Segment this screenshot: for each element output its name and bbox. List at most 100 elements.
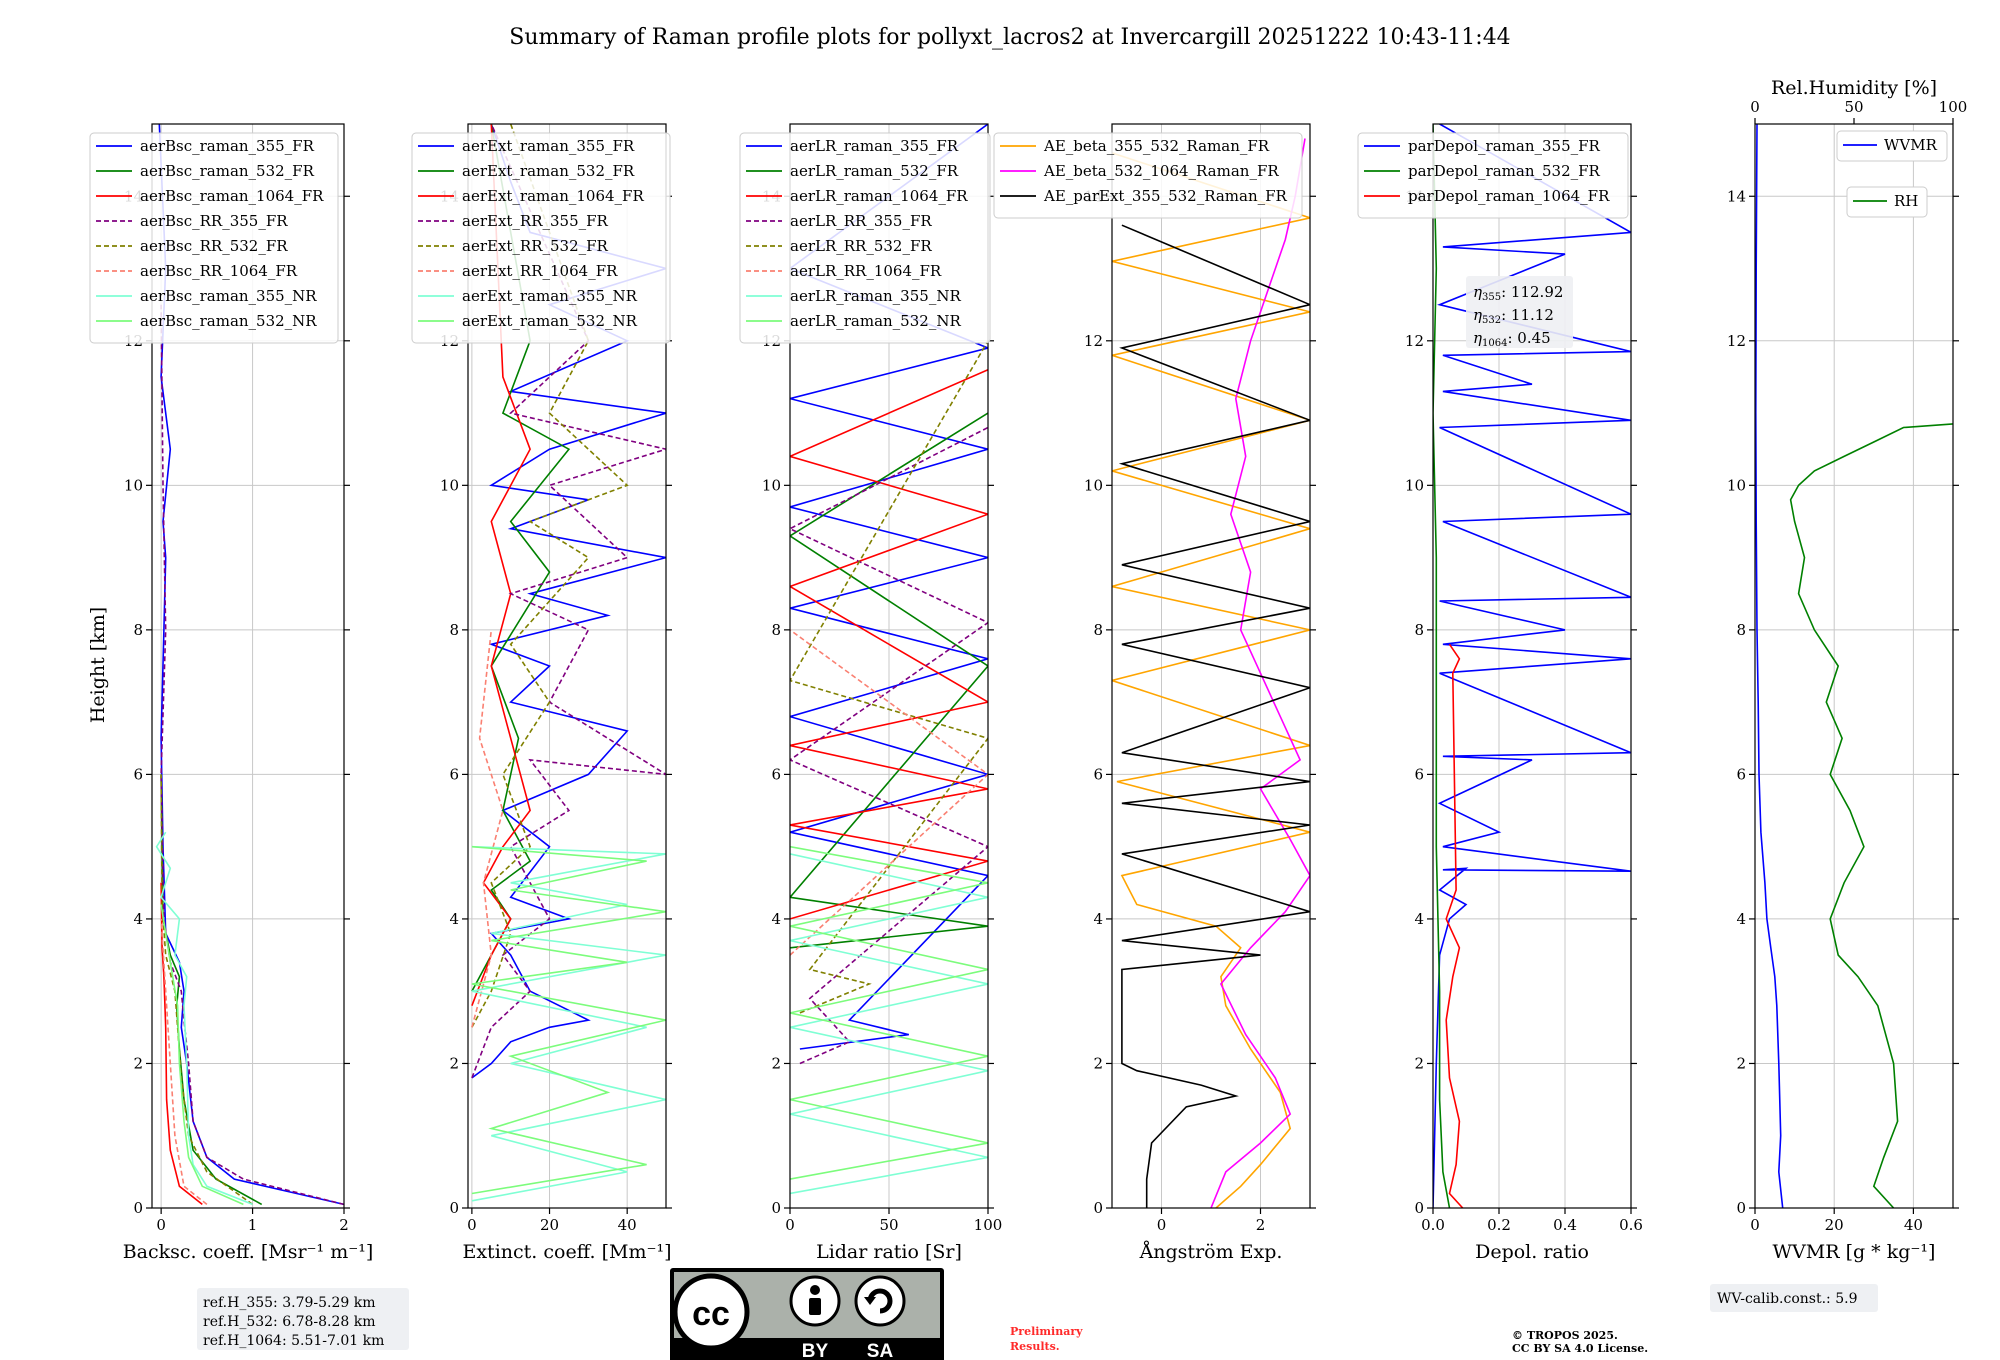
axes-frame (1111, 123, 1311, 1209)
series-line-aerExt_RR_532_FR (471, 124, 629, 1028)
legend: AE_beta_355_532_Raman_FR AE_beta_532_1064… (993, 132, 1303, 219)
legend-label: aerExt_raman_1064_FR (462, 187, 644, 205)
y-tick-label: 0 (449, 1199, 459, 1217)
wv-calib-box: WV-calib.const.: 5.9 (1710, 1284, 1878, 1312)
x-tick-label: 0.4 (1553, 1216, 1577, 1234)
legend-label: parDepol_raman_1064_FR (1408, 187, 1610, 205)
top-x-axis-label: Rel.Humidity [%] (1771, 77, 1937, 99)
by-label: BY (802, 1341, 829, 1360)
legend: aerLR_raman_355_FR aerLR_raman_532_FR aerL… (739, 132, 991, 344)
series-group (155, 124, 344, 1206)
series-line-aerExt_RR_355_FR (471, 124, 666, 1079)
y-tick-label: 2 (771, 1054, 781, 1072)
panel-bsc: 02468101214012Backsc. coeff. [Msr⁻¹ m⁻¹]… (89, 123, 374, 1263)
series-line-aerLR_raman_355_FR (790, 124, 988, 1050)
sa-label: SA (867, 1341, 894, 1360)
legend-label: aerBsc_raman_532_FR (140, 162, 315, 180)
legend-label: parDepol_raman_532_FR (1408, 162, 1601, 180)
legend-label: aerLR_RR_532_FR (790, 237, 932, 255)
x-tick-label: 20 (540, 1216, 559, 1234)
legend: aerExt_raman_355_FR aerExt_raman_532_FRae… (411, 132, 671, 344)
y-tick-label: 6 (449, 765, 459, 783)
y-tick-label: 2 (1414, 1054, 1424, 1072)
wv-calib-text: WV-calib.const.: 5.9 (1717, 1291, 1857, 1307)
x-axis-label: Backsc. coeff. [Msr⁻¹ m⁻¹] (123, 1241, 374, 1263)
y-tick-label: 8 (1414, 621, 1424, 639)
y-tick-label: 8 (1093, 621, 1103, 639)
x-tick-label: 1 (248, 1216, 258, 1234)
y-tick-label: 10 (762, 476, 781, 494)
x-tick-label: 0.0 (1421, 1216, 1445, 1234)
legend-label: aerExt_raman_532_FR (462, 162, 635, 180)
legend-label: aerExt_RR_532_FR (462, 237, 609, 255)
cc-icon (672, 1273, 750, 1351)
y-tick-label: 2 (449, 1054, 459, 1072)
y-tick-label: 6 (771, 765, 781, 783)
series-group (790, 124, 988, 1195)
series-line-AE_beta_532_1064_Raman_FR (1210, 138, 1310, 1208)
cc-text: cc (692, 1295, 730, 1333)
ref-height-box: ref.H_355: 3.79-5.29 km ref.H_532: 6.78-… (197, 1288, 409, 1350)
series-line-parDepol_raman_1064_FR (1445, 643, 1464, 1208)
x-axis-label: Lidar ratio [Sr] (816, 1241, 962, 1263)
axes-frame (151, 123, 345, 1209)
top-x-tick-label: 0 (1750, 98, 1760, 116)
series-line-aerBsc_raman_1064_FR (160, 882, 203, 1206)
y-tick-label: 4 (1414, 910, 1424, 928)
y-tick-label: 6 (1414, 765, 1424, 783)
legend-label: RH (1894, 192, 1918, 210)
legend-label: aerExt_raman_355_NR (462, 287, 638, 305)
y-tick-label: 8 (771, 621, 781, 639)
eta-value-355: η355: 112.92 (1473, 283, 1563, 303)
legend-label: aerBsc_raman_355_FR (140, 137, 315, 155)
y-tick-label: 4 (133, 910, 143, 928)
legend-label: aerLR_raman_532_NR (790, 312, 961, 330)
panel-ae: 0246810121402Ångström Exp.AE_beta_355_53… (993, 123, 1316, 1263)
ref-height-532: ref.H_532: 6.78-8.28 km (203, 1314, 376, 1330)
series-group (1755, 124, 1953, 1208)
legend-label: WVMR (1884, 136, 1938, 154)
series-line-RH (1789, 423, 1953, 1208)
legend-label: parDepol_raman_355_FR (1408, 137, 1601, 155)
series-line-aerBsc_raman_532_NR (160, 904, 244, 1206)
x-tick-label: 40 (1904, 1216, 1923, 1234)
y-tick-label: 10 (124, 476, 143, 494)
series-line-aerBsc_RR_355_FR (160, 304, 344, 1206)
x-tick-label: 100 (974, 1216, 1003, 1234)
legend-label: aerLR_RR_355_FR (790, 212, 932, 230)
series-group (1112, 138, 1310, 1208)
y-tick-label: 12 (1084, 332, 1103, 350)
y-tick-label: 10 (1405, 476, 1424, 494)
series-line-aerExt_raman_355_FR (471, 124, 666, 1079)
eta-value-1064: η1064: 0.45 (1473, 329, 1551, 349)
x-tick-label: 0 (785, 1216, 795, 1234)
panel-ext: 0246810121402040Extinct. coeff. [Mm⁻¹]ae… (411, 123, 672, 1263)
series-group (1433, 124, 1631, 1208)
series-line-parDepol_raman_532_FR (1433, 124, 1451, 1208)
y-tick-label: 2 (1093, 1054, 1103, 1072)
figure-title: Summary of Raman profile plots for polly… (509, 25, 1510, 50)
copyright-line2: CC BY SA 4.0 License. (1512, 1342, 1648, 1355)
series-line-aerLR_raman_1064_FR (790, 368, 988, 920)
y-tick-label: 10 (1084, 476, 1103, 494)
legend-label: aerExt_raman_532_NR (462, 312, 638, 330)
y-tick-label: 6 (1093, 765, 1103, 783)
x-tick-label: 2 (339, 1216, 349, 1234)
y-tick-label: 12 (1727, 332, 1746, 350)
legend-label: aerBsc_RR_532_FR (140, 237, 288, 255)
series-line-aerLR_RR_355_FR (790, 426, 988, 1065)
legend-box (411, 132, 671, 344)
series-line-aerExt_raman_1064_FR (471, 124, 531, 1006)
copyright-line1: © TROPOS 2025. (1512, 1329, 1618, 1342)
eta-value-532: η532: 11.12 (1473, 306, 1554, 326)
y-tick-label: 8 (1736, 621, 1746, 639)
top-x-tick-label: 50 (1844, 98, 1863, 116)
series-line-AE_beta_355_532_Raman_FR (1112, 152, 1310, 1208)
legend-label: aerLR_RR_1064_FR (790, 262, 942, 280)
axes-frame (1754, 123, 1954, 1209)
series-line-aerLR_raman_532_NR (790, 845, 988, 1180)
y-tick-label: 12 (1405, 332, 1424, 350)
y-tick-label: 0 (1414, 1199, 1424, 1217)
eta-box: η355: 112.92 η532: 11.12 η1064: 0.45 (1466, 276, 1573, 349)
